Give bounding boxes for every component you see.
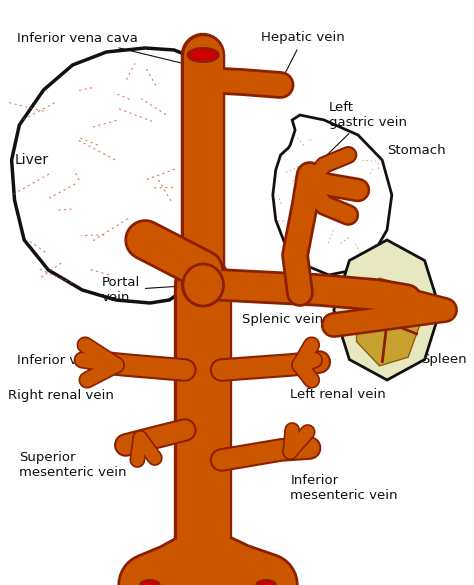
Text: Hepatic vein: Hepatic vein [261, 32, 345, 80]
Text: Portal
vein: Portal vein [101, 276, 196, 304]
Text: Inferior vena cava: Inferior vena cava [18, 353, 182, 366]
Text: Stomach: Stomach [387, 143, 446, 157]
Text: Spleen: Spleen [421, 353, 466, 366]
Ellipse shape [188, 48, 219, 62]
Polygon shape [334, 240, 440, 380]
Circle shape [183, 264, 224, 306]
Circle shape [349, 319, 361, 331]
Text: Right renal vein: Right renal vein [8, 388, 114, 401]
Text: Inferior vena cava: Inferior vena cava [18, 32, 187, 64]
Text: Left
gastric vein: Left gastric vein [313, 101, 407, 168]
Text: Inferior
mesenteric vein: Inferior mesenteric vein [290, 474, 398, 502]
Ellipse shape [140, 580, 160, 585]
Text: Liver: Liver [15, 153, 49, 167]
Polygon shape [356, 278, 421, 366]
Polygon shape [273, 115, 392, 275]
Polygon shape [11, 48, 208, 303]
Text: Splenic vein: Splenic vein [242, 314, 323, 326]
Ellipse shape [256, 580, 276, 585]
Text: Superior
mesenteric vein: Superior mesenteric vein [19, 451, 127, 479]
Text: Left renal vein: Left renal vein [290, 388, 386, 401]
